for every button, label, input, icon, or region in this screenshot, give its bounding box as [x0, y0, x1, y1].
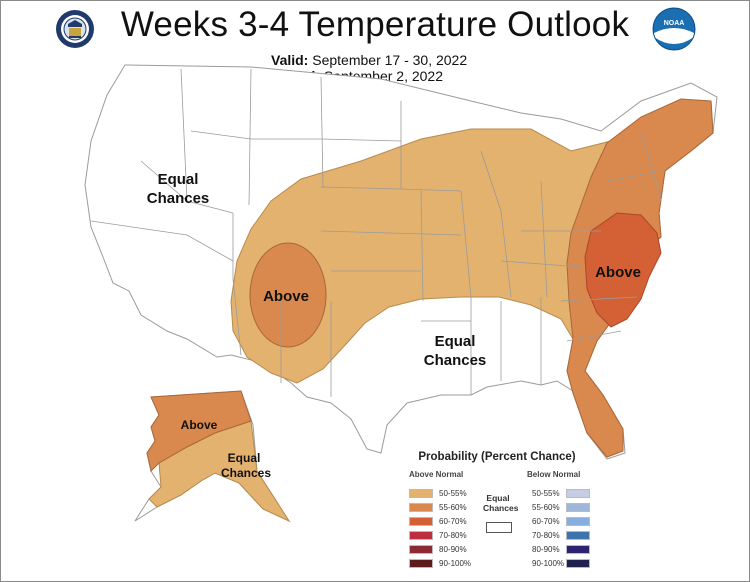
legend-swatch [409, 531, 433, 540]
valid-value: September 17 - 30, 2022 [312, 52, 468, 68]
east-above-label: Above [595, 264, 641, 281]
legend-swatch [409, 517, 433, 526]
legend-swatch [566, 545, 590, 554]
south-equal-chances-line1: Equal [435, 333, 476, 350]
legend-swatch [566, 489, 590, 498]
legend-swatch [566, 503, 590, 512]
noaa-logo: NOAA [652, 7, 696, 56]
above-55-60-east [566, 98, 714, 458]
legend-swatch [409, 545, 433, 554]
legend-above-header: Above Normal [409, 470, 464, 479]
legend-label: 90-100% [532, 559, 565, 568]
commerce-seal-logo [55, 9, 95, 54]
legend-swatch [409, 503, 433, 512]
legend-label: 70-80% [439, 531, 467, 540]
valid-dates: Valid: September 17 - 30, 2022 [271, 52, 467, 68]
state-boundaries [90, 68, 662, 397]
legend-equal-chances: Equal Chances [483, 493, 519, 513]
legend-equal-swatch [486, 522, 512, 533]
legend-equal-line2: Chances [483, 503, 519, 513]
above-55-60-southwest [249, 242, 327, 348]
legend-below-header: Below Normal [527, 470, 581, 479]
legend-swatch [566, 531, 590, 540]
legend-label: 55-60% [439, 503, 467, 512]
legend-label: 90-100% [439, 559, 472, 568]
legend-equal-line1: Equal [486, 493, 510, 503]
legend-title: Probability (Percent Chance) [418, 451, 576, 463]
alaska-equal-chances-line2: Chances [221, 466, 271, 480]
west-equal-chances-line1: Equal [158, 171, 199, 188]
legend-swatch [409, 559, 433, 568]
alaska-above-55-60 [146, 390, 252, 472]
alaska-above-label: Above [181, 418, 218, 432]
legend-label: 55-60% [532, 503, 560, 512]
legend-swatch [566, 559, 590, 568]
noaa-logo-text: NOAA [664, 20, 685, 27]
south-equal-chances-line2: Chances [424, 352, 487, 369]
legend-label: 50-55% [532, 489, 560, 498]
legend-label: 70-80% [532, 531, 560, 540]
southwest-above-label: Above [263, 288, 309, 305]
legend-label: 60-70% [532, 517, 560, 526]
legend-label: 60-70% [439, 517, 467, 526]
legend-label: 50-55% [439, 489, 467, 498]
probability-legend: Probability (Percent Chance) Above Norma… [399, 451, 595, 577]
legend-label: 80-90% [439, 545, 467, 554]
legend-swatch [566, 517, 590, 526]
page-title: Weeks 3-4 Temperature Outlook [120, 5, 630, 44]
legend-label: 80-90% [532, 545, 560, 554]
legend-swatch [409, 489, 433, 498]
valid-label: Valid: [271, 52, 309, 68]
west-equal-chances-line2: Chances [147, 190, 210, 207]
alaska-equal-chances-line1: Equal [228, 451, 261, 465]
